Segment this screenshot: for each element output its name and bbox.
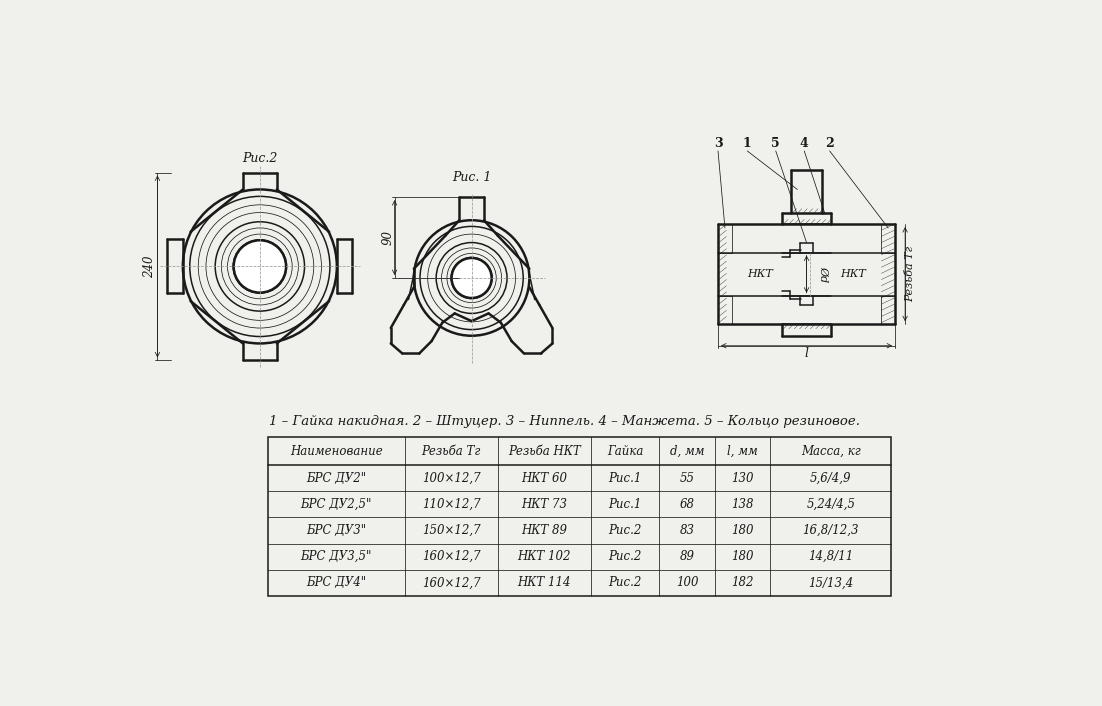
- Text: БРС ДУ2": БРС ДУ2": [306, 472, 366, 485]
- Text: Рис. 1: Рис. 1: [452, 172, 491, 184]
- Text: 83: 83: [680, 524, 694, 537]
- Text: НКТ 73: НКТ 73: [521, 498, 568, 511]
- Text: 1: 1: [743, 137, 752, 150]
- Text: 138: 138: [732, 498, 754, 511]
- Text: 240: 240: [143, 255, 156, 277]
- Text: Рис.2: Рис.2: [608, 524, 641, 537]
- Text: 3: 3: [714, 137, 722, 150]
- Text: 180: 180: [732, 550, 754, 563]
- Text: 1 – Гайка накидная. 2 – Штуцер. 3 – Ниппель. 4 – Манжета. 5 – Кольцо резиновое.: 1 – Гайка накидная. 2 – Штуцер. 3 – Нипп…: [269, 415, 861, 429]
- Text: 16,8/12,3: 16,8/12,3: [802, 524, 860, 537]
- Text: 150×12,7: 150×12,7: [422, 524, 480, 537]
- Text: Резьба Тг: Резьба Тг: [906, 246, 916, 302]
- Text: Рис.1: Рис.1: [608, 472, 641, 485]
- Text: 100×12,7: 100×12,7: [422, 472, 480, 485]
- Text: 90: 90: [381, 230, 395, 246]
- Text: Ød: Ød: [818, 266, 828, 282]
- Text: 160×12,7: 160×12,7: [422, 576, 480, 590]
- Circle shape: [234, 240, 287, 292]
- Text: БРС ДУ4": БРС ДУ4": [306, 576, 366, 590]
- Text: 68: 68: [680, 498, 694, 511]
- Text: 14,8/11: 14,8/11: [808, 550, 853, 563]
- Text: НКТ 60: НКТ 60: [521, 472, 568, 485]
- Text: 182: 182: [732, 576, 754, 590]
- Text: 55: 55: [680, 472, 694, 485]
- Text: НКТ 114: НКТ 114: [518, 576, 571, 590]
- Text: l, мм: l, мм: [727, 445, 758, 457]
- Text: Рис.2: Рис.2: [608, 550, 641, 563]
- Text: НКТ: НКТ: [840, 269, 866, 279]
- Text: Рис.2: Рис.2: [608, 576, 641, 590]
- Text: Гайка: Гайка: [607, 445, 644, 457]
- Text: НКТ 89: НКТ 89: [521, 524, 568, 537]
- Text: 89: 89: [680, 550, 694, 563]
- Text: Масса, кг: Масса, кг: [801, 445, 861, 457]
- Text: 130: 130: [732, 472, 754, 485]
- Text: Рис.1: Рис.1: [608, 498, 641, 511]
- Text: Рис.2: Рис.2: [242, 152, 278, 165]
- Text: Резьба НКТ: Резьба НКТ: [508, 445, 581, 457]
- Text: БРС ДУ3,5": БРС ДУ3,5": [301, 550, 371, 563]
- Bar: [268, 438, 892, 596]
- Text: 2: 2: [825, 137, 834, 150]
- Text: 160×12,7: 160×12,7: [422, 550, 480, 563]
- Text: 15/13,4: 15/13,4: [808, 576, 853, 590]
- Text: Наименование: Наименование: [290, 445, 382, 457]
- Text: 180: 180: [732, 524, 754, 537]
- Text: d, мм: d, мм: [670, 445, 704, 457]
- Text: НКТ 102: НКТ 102: [518, 550, 571, 563]
- Text: l: l: [804, 347, 809, 360]
- Text: БРС ДУ3": БРС ДУ3": [306, 524, 366, 537]
- Text: 5,24/4,5: 5,24/4,5: [807, 498, 855, 511]
- Text: 4: 4: [800, 137, 809, 150]
- Text: 5: 5: [771, 137, 780, 150]
- Circle shape: [452, 258, 491, 298]
- Text: НКТ: НКТ: [747, 269, 774, 279]
- Text: БРС ДУ2,5": БРС ДУ2,5": [301, 498, 371, 511]
- Text: Резьба Тг: Резьба Тг: [421, 445, 480, 457]
- Text: 110×12,7: 110×12,7: [422, 498, 480, 511]
- Text: 100: 100: [676, 576, 699, 590]
- Text: 5,6/4,9: 5,6/4,9: [810, 472, 852, 485]
